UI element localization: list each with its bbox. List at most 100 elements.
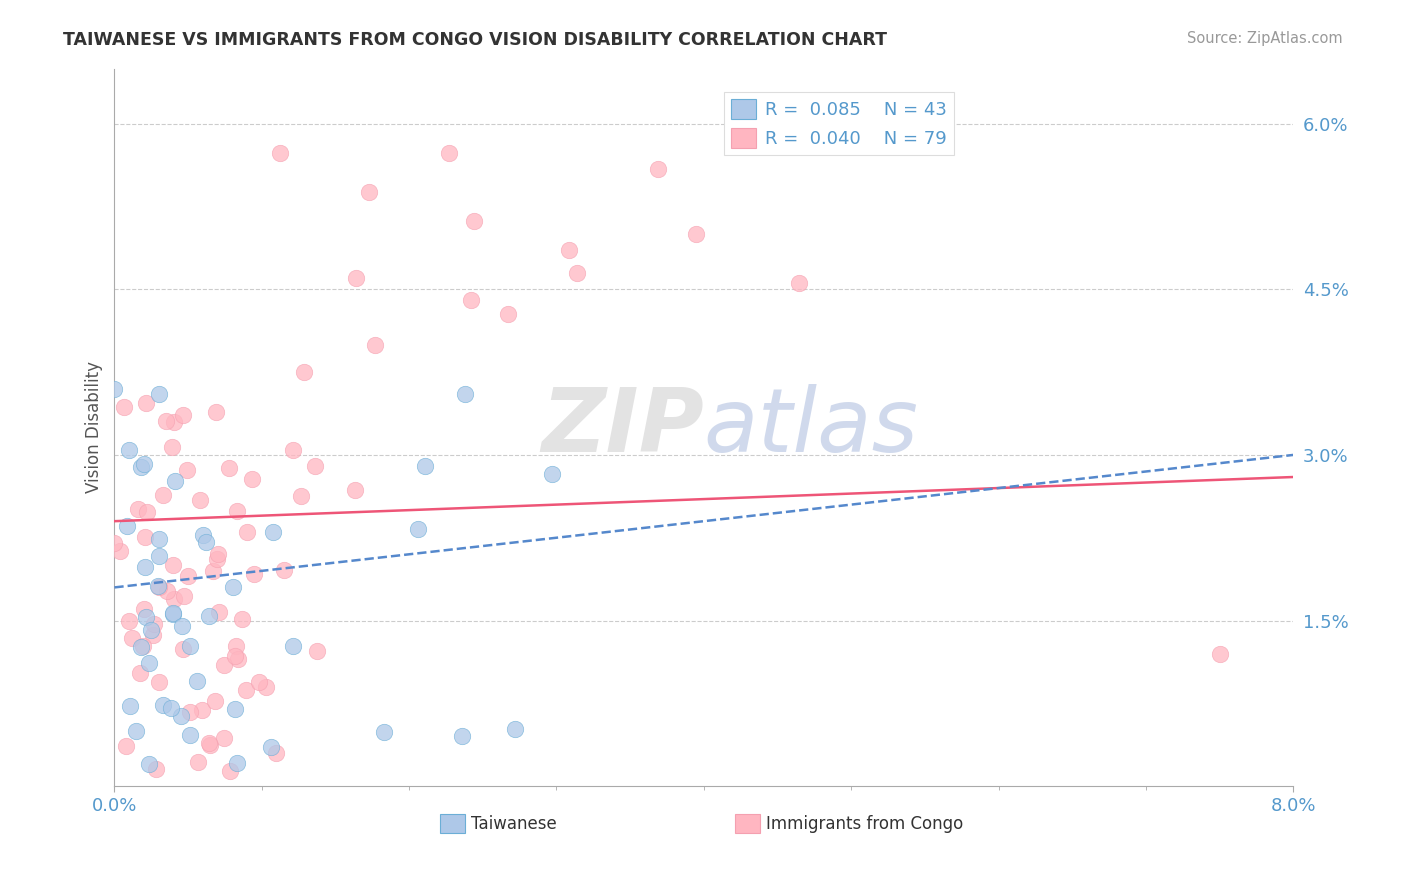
Point (208, 605, 231, 619)
Text: atlas: atlas (704, 384, 918, 470)
Point (118, 614, 141, 628)
Point (148, 674, 170, 689)
Point (235, 683, 257, 698)
Point (343, 483, 366, 498)
Point (558, 243, 581, 257)
Point (163, 592, 186, 607)
Point (290, 489, 312, 503)
Point (787, 277, 810, 291)
Point (172, 642, 194, 657)
Point (135, 396, 157, 410)
Point (177, 569, 200, 583)
Point (685, 227, 707, 241)
Point (155, 414, 177, 428)
Point (357, 185, 380, 199)
Point (131, 639, 153, 653)
Point (207, 547, 229, 561)
Point (198, 739, 221, 753)
Point (373, 725, 395, 739)
Legend: R =  0.085    N = 43, R =  0.040    N = 79: R = 0.085 N = 43, R = 0.040 N = 79 (724, 92, 955, 155)
Point (112, 400, 135, 414)
Point (118, 442, 141, 457)
Point (454, 387, 477, 401)
Point (186, 674, 208, 689)
Point (218, 764, 240, 778)
Point (188, 493, 211, 508)
Point (129, 460, 152, 475)
Point (197, 609, 219, 624)
Point (364, 337, 387, 351)
Point (179, 639, 201, 653)
Point (103, 536, 125, 550)
Y-axis label: Vision Disability: Vision Disability (86, 361, 103, 493)
Point (243, 566, 266, 581)
Point (172, 619, 194, 633)
Point (226, 651, 249, 665)
Point (132, 457, 155, 471)
Point (565, 267, 588, 281)
Point (152, 698, 174, 713)
Point (134, 530, 156, 544)
Point (173, 590, 195, 604)
Point (162, 558, 184, 573)
Point (132, 602, 155, 616)
Point (138, 657, 160, 671)
Point (139, 623, 162, 637)
Point (127, 502, 149, 516)
Point (240, 472, 263, 486)
Point (247, 675, 270, 690)
Point (108, 544, 131, 558)
Point (212, 657, 235, 672)
Point (205, 551, 228, 566)
Point (138, 757, 160, 772)
Point (503, 723, 526, 737)
Point (266, 746, 288, 760)
Point (406, 522, 429, 536)
Point (415, 459, 437, 474)
Point (179, 728, 201, 742)
Point (187, 755, 209, 769)
Point (190, 703, 212, 717)
Point (281, 639, 304, 653)
Text: Immigrants from Congo: Immigrants from Congo (766, 814, 963, 832)
Point (647, 162, 669, 177)
Point (224, 702, 246, 716)
Point (148, 549, 170, 563)
Point (121, 631, 143, 645)
Point (156, 583, 179, 598)
Point (118, 698, 141, 713)
Point (254, 681, 277, 695)
Point (135, 610, 157, 624)
Point (129, 665, 152, 680)
Point (236, 525, 259, 540)
Point (162, 607, 184, 622)
Point (114, 739, 136, 753)
Point (292, 365, 315, 379)
Point (437, 145, 460, 160)
Point (169, 709, 191, 723)
Point (129, 640, 152, 654)
Point (160, 440, 183, 454)
Point (259, 740, 281, 755)
Point (463, 214, 485, 228)
Point (143, 616, 166, 631)
Point (218, 461, 240, 475)
Point (142, 628, 165, 642)
Point (195, 535, 218, 549)
Text: Taiwanese: Taiwanese (471, 814, 557, 832)
Point (226, 504, 249, 518)
Point (541, 467, 564, 481)
Point (304, 458, 326, 473)
Point (222, 580, 245, 594)
Point (269, 146, 291, 161)
Point (204, 405, 226, 419)
Text: Source: ZipAtlas.com: Source: ZipAtlas.com (1187, 31, 1343, 46)
Point (283, 442, 305, 457)
Point (159, 701, 181, 715)
Point (344, 271, 367, 285)
Point (262, 525, 284, 540)
Point (148, 386, 170, 401)
Point (273, 563, 295, 577)
Point (172, 408, 194, 422)
Point (145, 762, 167, 776)
